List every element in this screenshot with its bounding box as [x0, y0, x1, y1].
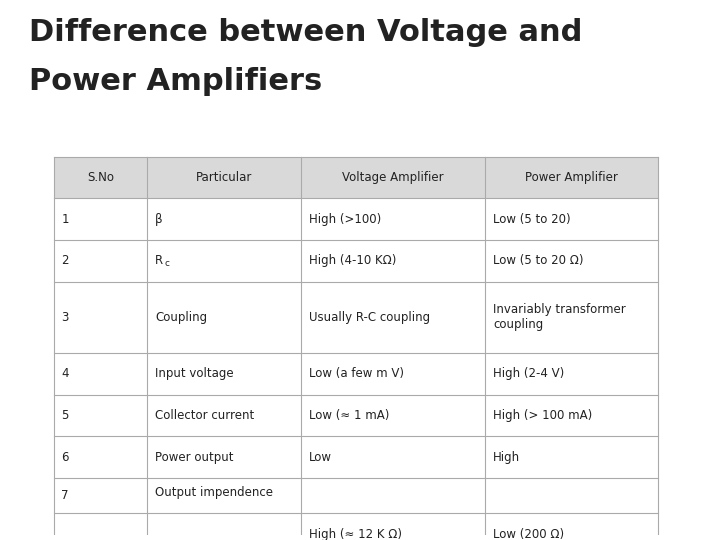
- Text: Power output: Power output: [155, 450, 233, 463]
- Text: Voltage Amplifier: Voltage Amplifier: [343, 171, 444, 184]
- Text: High: High: [493, 450, 521, 463]
- Text: 1: 1: [61, 213, 69, 226]
- Text: Collector current: Collector current: [155, 409, 254, 422]
- Text: 3: 3: [61, 310, 68, 324]
- Text: 4: 4: [61, 367, 69, 380]
- Text: R: R: [155, 254, 163, 267]
- Text: Difference between Voltage and: Difference between Voltage and: [30, 18, 582, 47]
- Text: Coupling: Coupling: [155, 310, 207, 324]
- Text: Low (≈ 1 mA): Low (≈ 1 mA): [309, 409, 390, 422]
- Text: High (2-4 V): High (2-4 V): [493, 367, 564, 380]
- Text: Input voltage: Input voltage: [155, 367, 233, 380]
- Text: Power Amplifier: Power Amplifier: [525, 171, 618, 184]
- Text: 7: 7: [61, 489, 69, 502]
- Text: Power Amplifiers: Power Amplifiers: [30, 68, 323, 97]
- Text: High (> 100 mA): High (> 100 mA): [493, 409, 593, 422]
- Text: Particular: Particular: [196, 171, 253, 184]
- Text: 6: 6: [61, 450, 69, 463]
- Text: 2: 2: [61, 254, 69, 267]
- Text: Low (5 to 20 Ω): Low (5 to 20 Ω): [493, 254, 584, 267]
- Text: Low (5 to 20): Low (5 to 20): [493, 213, 571, 226]
- Text: Invariably transformer
coupling: Invariably transformer coupling: [493, 303, 626, 331]
- Text: β: β: [155, 213, 163, 226]
- Text: Usually R-C coupling: Usually R-C coupling: [309, 310, 430, 324]
- Text: S.No: S.No: [87, 171, 114, 184]
- Text: High (≈ 12 K Ω): High (≈ 12 K Ω): [309, 528, 402, 540]
- Text: High (4-10 KΩ): High (4-10 KΩ): [309, 254, 397, 267]
- Text: Low (a few m V): Low (a few m V): [309, 367, 404, 380]
- Bar: [53, 157, 657, 198]
- Text: Low: Low: [309, 450, 332, 463]
- Text: Low (200 Ω): Low (200 Ω): [493, 528, 564, 540]
- Text: High (>100): High (>100): [309, 213, 382, 226]
- Text: c: c: [165, 259, 170, 268]
- Text: Output impendence: Output impendence: [155, 486, 273, 499]
- Text: 5: 5: [61, 409, 68, 422]
